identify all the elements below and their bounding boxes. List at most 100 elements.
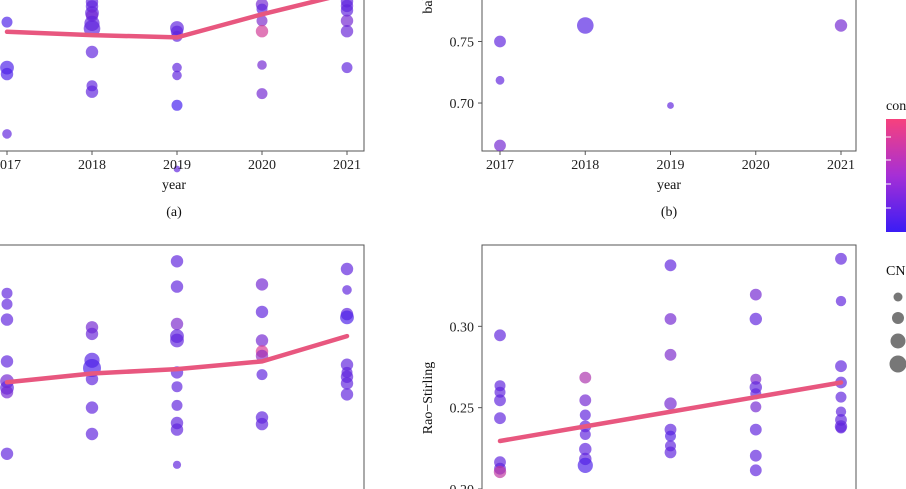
data-point [835, 295, 847, 307]
data-point [171, 399, 183, 411]
data-point [494, 386, 506, 398]
y-tick-label: 0.20 [450, 483, 475, 489]
data-point [835, 422, 847, 434]
data-point [750, 401, 762, 413]
data-point [749, 312, 762, 326]
x-tick-label: 2019 [163, 158, 191, 173]
data-point [170, 255, 184, 268]
y-tick-label: 0.25 [450, 402, 475, 417]
y-tick-label: 0.70 [450, 97, 475, 112]
data-point [255, 278, 269, 291]
data-point [494, 139, 506, 152]
size-legend-title: CN [886, 264, 905, 279]
data-point [341, 62, 353, 74]
y-tick-label: 0.75 [450, 36, 475, 51]
data-point [2, 129, 12, 139]
data-point [340, 310, 354, 325]
trend-line [4, 333, 350, 385]
x-tick-label: 2020 [248, 158, 276, 173]
y-tick-label: 0.30 [450, 320, 475, 335]
x-tick-label: 2018 [571, 158, 599, 173]
x-tick-label: 2017 [486, 158, 514, 173]
data-point [170, 333, 184, 348]
data-point [664, 397, 677, 410]
data-point [0, 313, 14, 326]
data-point [171, 381, 183, 393]
panel-b: 2017 2018 2019 2020 2021 0.70 0.75 year (b) b… [421, 0, 857, 220]
data-point [667, 102, 674, 109]
legend: con CN [886, 99, 906, 373]
color-legend-bar [886, 119, 906, 232]
panel-b-caption: (b) [661, 205, 678, 220]
data-point [579, 409, 591, 421]
data-point [494, 412, 506, 425]
panel-d-marks [493, 252, 848, 479]
panel-a-x-axis: 2017 2018 2019 2020 2021 [0, 151, 361, 173]
data-point [664, 446, 677, 459]
data-point [256, 15, 268, 27]
data-point [493, 465, 507, 479]
x-tick-label: 2021 [827, 158, 855, 173]
x-tick-label: 2017 [0, 158, 21, 173]
data-point [1, 287, 13, 299]
panel-b-frame [481, 0, 857, 152]
data-point [1, 16, 13, 28]
data-point [749, 423, 762, 436]
data-point [495, 75, 505, 85]
data-point [579, 429, 591, 440]
color-legend-title: con [886, 99, 906, 114]
data-point [1, 298, 13, 310]
data-point [577, 457, 593, 473]
data-point [0, 67, 14, 81]
data-point [255, 417, 269, 431]
panel-d-y-axis: 0.20 0.25 0.30 [450, 320, 482, 489]
trend-line [4, 0, 330, 40]
data-point [340, 262, 354, 276]
data-point [255, 334, 269, 347]
panel-a-caption: (a) [166, 205, 182, 220]
data-point [172, 460, 182, 469]
data-point [834, 19, 848, 32]
panel-b-marks [494, 17, 848, 152]
data-point [494, 329, 506, 342]
data-point [170, 423, 184, 436]
data-point [579, 394, 592, 407]
data-point [85, 401, 99, 414]
data-point [256, 369, 268, 381]
panel-a: 2017 2018 2019 2020 2021 year (a) [0, 0, 365, 220]
x-tick-label: 2018 [78, 158, 106, 173]
data-point [664, 313, 677, 325]
color-legend-ticks [886, 136, 891, 209]
data-point [172, 62, 182, 73]
data-point [579, 442, 592, 456]
data-point [664, 259, 677, 272]
data-point [85, 327, 99, 341]
x-tick-label: 2019 [657, 158, 685, 173]
data-point [255, 25, 269, 38]
data-point [665, 430, 676, 442]
data-point [340, 25, 354, 38]
panel-b-x-axis-label: year [657, 178, 681, 193]
data-point [85, 45, 99, 59]
data-point [85, 427, 99, 441]
data-point [749, 288, 762, 301]
data-point [835, 391, 847, 403]
data-point [749, 449, 762, 462]
data-point [170, 280, 184, 293]
data-point [172, 70, 182, 81]
data-point [664, 348, 677, 361]
panel-a-x-axis-label: year [162, 178, 186, 193]
panel-b-x-axis: 2017 2018 2019 2020 2021 [486, 151, 855, 173]
panel-c-frame [0, 244, 365, 489]
panel-a-marks [0, 0, 354, 173]
data-point [255, 305, 269, 319]
data-point [340, 4, 354, 17]
size-legend-key [890, 333, 906, 349]
panel-d-frame [481, 244, 857, 489]
data-point [835, 360, 847, 373]
data-point [340, 377, 354, 390]
data-point [579, 371, 592, 384]
size-legend-key [893, 292, 903, 302]
trend-line [497, 380, 844, 444]
